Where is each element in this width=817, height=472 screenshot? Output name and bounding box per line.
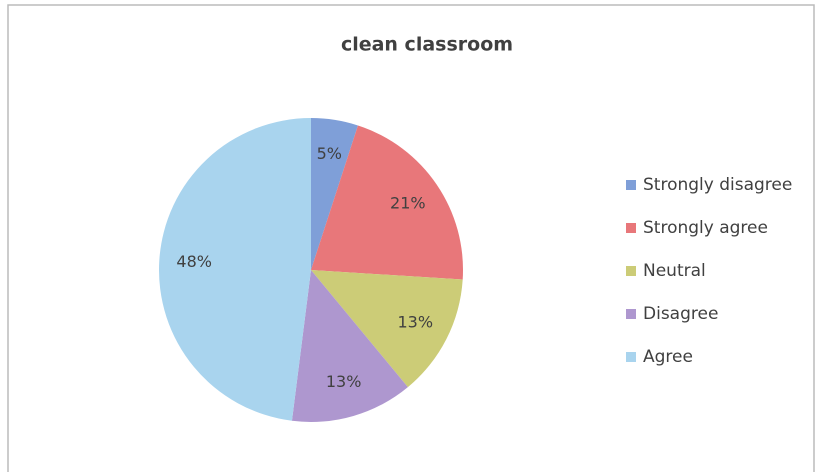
legend-label: Disagree <box>643 304 718 324</box>
data-label: 13% <box>326 372 362 391</box>
legend-swatch <box>626 309 636 319</box>
legend-swatch <box>626 352 636 362</box>
legend-label: Strongly agree <box>643 218 768 238</box>
pie-slice <box>291 270 408 422</box>
legend-swatch <box>626 266 636 276</box>
legend-swatch <box>626 223 636 233</box>
pie-slice <box>158 118 311 421</box>
pie-slice <box>311 125 463 280</box>
data-label: 13% <box>398 313 434 332</box>
legend-label: Agree <box>643 347 693 367</box>
legend-swatch <box>626 180 636 190</box>
chart-title: clean classroom <box>341 34 513 56</box>
legend-label: Neutral <box>643 261 706 281</box>
pie-slice <box>311 118 358 270</box>
data-label: 21% <box>390 194 426 213</box>
data-label: 5% <box>317 144 342 163</box>
pie-slice <box>311 270 463 388</box>
legend-label: Strongly disagree <box>643 175 792 195</box>
data-label: 48% <box>176 252 212 271</box>
